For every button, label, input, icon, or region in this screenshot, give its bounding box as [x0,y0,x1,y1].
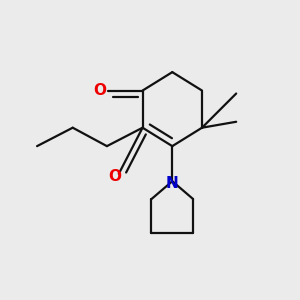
Text: O: O [94,83,106,98]
Text: O: O [109,169,122,184]
Text: N: N [166,176,179,191]
